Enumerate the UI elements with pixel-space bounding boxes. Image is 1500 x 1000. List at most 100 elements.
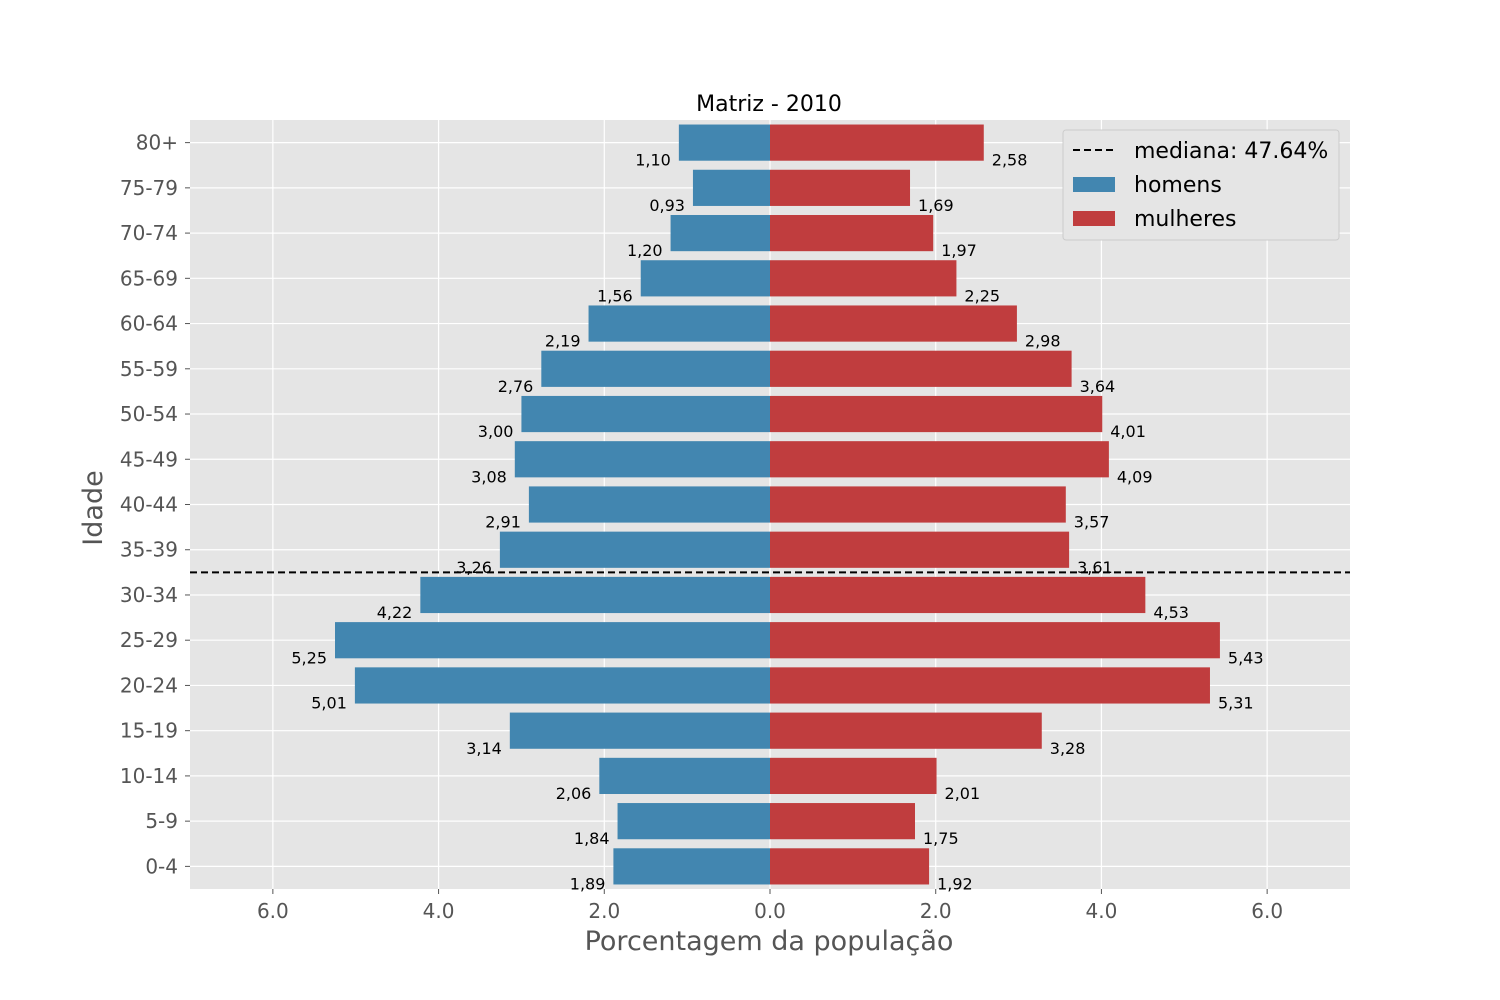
legend-homens-label: homens bbox=[1134, 173, 1222, 198]
bar-homens bbox=[588, 305, 770, 342]
data-label-homens: 4,22 bbox=[377, 603, 413, 622]
bar-homens bbox=[670, 214, 770, 252]
y-tick-label: 60-64 bbox=[120, 312, 178, 336]
bar-mulheres bbox=[770, 531, 1070, 568]
y-tick-label: 15-19 bbox=[120, 719, 178, 743]
data-label-mulheres: 4,01 bbox=[1110, 422, 1146, 441]
bar-homens bbox=[521, 395, 770, 433]
data-label-homens: 1,84 bbox=[574, 829, 610, 848]
data-label-homens: 3,08 bbox=[471, 467, 507, 486]
bar-mulheres bbox=[770, 757, 937, 795]
y-tick-label: 20-24 bbox=[120, 673, 178, 697]
bars-group bbox=[335, 124, 1220, 885]
bar-homens bbox=[514, 441, 770, 478]
x-tick-label: 6.0 bbox=[257, 899, 289, 923]
bar-mulheres bbox=[770, 486, 1066, 523]
data-label-homens: 5,25 bbox=[291, 648, 327, 667]
bar-mulheres bbox=[770, 395, 1103, 433]
bar-mulheres bbox=[770, 169, 911, 206]
x-tick-label: 2.0 bbox=[920, 899, 952, 923]
data-label-homens: 5,01 bbox=[311, 694, 347, 713]
bar-homens bbox=[528, 486, 770, 523]
data-label-homens: 1,10 bbox=[635, 151, 671, 170]
y-tick-label: 70-74 bbox=[120, 221, 178, 245]
x-tick-label: 0.0 bbox=[754, 899, 786, 923]
bar-homens bbox=[541, 350, 770, 387]
data-label-mulheres: 2,25 bbox=[964, 286, 1000, 305]
data-label-mulheres: 5,31 bbox=[1218, 694, 1254, 713]
data-label-mulheres: 3,61 bbox=[1077, 558, 1113, 577]
legend-median-label: mediana: 47.64% bbox=[1134, 139, 1328, 164]
bar-mulheres bbox=[770, 441, 1109, 478]
bar-mulheres bbox=[770, 350, 1072, 387]
data-label-homens: 1,56 bbox=[597, 286, 633, 305]
data-label-homens: 1,20 bbox=[627, 241, 663, 260]
data-label-mulheres: 1,97 bbox=[941, 241, 977, 260]
bar-homens bbox=[499, 531, 770, 568]
data-label-mulheres: 1,75 bbox=[923, 829, 959, 848]
data-label-homens: 2,91 bbox=[485, 513, 521, 532]
y-tick-label: 35-39 bbox=[120, 538, 178, 562]
bar-mulheres bbox=[770, 124, 984, 161]
y-tick-label: 50-54 bbox=[120, 402, 178, 426]
bar-mulheres bbox=[770, 260, 957, 297]
y-tick-label: 25-29 bbox=[120, 628, 178, 652]
y-tick-label: 45-49 bbox=[120, 447, 178, 471]
bar-homens bbox=[354, 667, 770, 704]
y-axis-label: Idade bbox=[78, 470, 109, 545]
bar-mulheres bbox=[770, 712, 1042, 749]
data-label-homens: 3,00 bbox=[478, 422, 514, 441]
data-label-homens: 2,76 bbox=[498, 377, 534, 396]
y-tick-label: 30-34 bbox=[120, 583, 178, 607]
data-label-mulheres: 2,98 bbox=[1025, 332, 1061, 351]
data-label-mulheres: 3,64 bbox=[1080, 377, 1116, 396]
x-tick-label: 6.0 bbox=[1251, 899, 1283, 923]
data-label-mulheres: 4,53 bbox=[1153, 603, 1189, 622]
data-label-homens: 0,93 bbox=[649, 196, 685, 215]
legend-mulheres-swatch bbox=[1073, 211, 1115, 226]
bar-homens bbox=[509, 712, 770, 749]
data-label-mulheres: 2,01 bbox=[945, 784, 981, 803]
bar-homens bbox=[692, 169, 770, 206]
data-label-homens: 3,26 bbox=[456, 558, 492, 577]
data-label-homens: 2,06 bbox=[556, 784, 592, 803]
y-tick-label: 65-69 bbox=[120, 266, 178, 290]
x-tick-label: 4.0 bbox=[423, 899, 455, 923]
data-label-mulheres: 5,43 bbox=[1228, 648, 1264, 667]
data-label-mulheres: 2,58 bbox=[992, 151, 1028, 170]
data-label-mulheres: 4,09 bbox=[1117, 467, 1153, 486]
data-label-mulheres: 3,28 bbox=[1050, 739, 1086, 758]
y-tick-label: 75-79 bbox=[120, 176, 178, 200]
legend: mediana: 47.64% homens mulheres bbox=[1062, 129, 1340, 241]
data-label-mulheres: 1,69 bbox=[918, 196, 954, 215]
x-tick-labels: 6.0 4.0 2.0 0.0 2.0 4.0 6.0 bbox=[257, 889, 1283, 923]
bar-homens bbox=[420, 576, 770, 614]
bar-homens bbox=[678, 124, 770, 161]
chart-title: Matriz - 2010 bbox=[696, 92, 842, 117]
bar-mulheres bbox=[770, 848, 930, 885]
x-tick-label: 2.0 bbox=[588, 899, 620, 923]
x-tick-label: 4.0 bbox=[1086, 899, 1118, 923]
data-label-homens: 1,89 bbox=[570, 874, 606, 893]
y-tick-label: 5-9 bbox=[145, 809, 178, 833]
bar-homens bbox=[613, 848, 770, 885]
data-label-mulheres: 1,92 bbox=[937, 874, 973, 893]
bar-mulheres bbox=[770, 576, 1146, 614]
x-axis-label: Porcentagem da população bbox=[585, 926, 954, 957]
bar-mulheres bbox=[770, 305, 1017, 342]
y-tick-label: 55-59 bbox=[120, 357, 178, 381]
legend-homens-swatch bbox=[1073, 177, 1115, 192]
bar-homens bbox=[335, 622, 770, 659]
data-label-homens: 2,19 bbox=[545, 332, 581, 351]
legend-box bbox=[1062, 129, 1340, 241]
bar-homens bbox=[617, 803, 770, 840]
bar-mulheres bbox=[770, 803, 915, 840]
data-label-mulheres: 3,57 bbox=[1074, 513, 1110, 532]
bar-mulheres bbox=[770, 667, 1210, 704]
y-tick-label: 40-44 bbox=[120, 493, 178, 517]
y-tick-label: 0-4 bbox=[145, 854, 178, 878]
bar-mulheres bbox=[770, 214, 934, 252]
legend-mulheres-label: mulheres bbox=[1134, 207, 1237, 232]
bar-mulheres bbox=[770, 622, 1220, 659]
